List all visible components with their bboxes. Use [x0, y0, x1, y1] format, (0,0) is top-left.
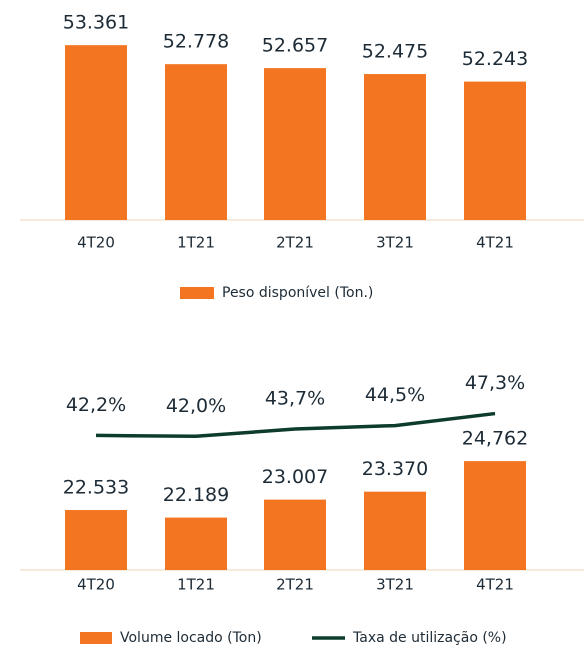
x-tick-label: 4T21 [476, 576, 514, 594]
bar [264, 499, 326, 570]
bar [165, 64, 227, 220]
value-label: 22.533 [63, 477, 129, 499]
value-label: 47,3% [465, 372, 525, 394]
bar [264, 68, 326, 220]
x-tick-label: 2T21 [276, 576, 314, 594]
legend-swatch [80, 632, 112, 644]
x-tick-label: 2T21 [276, 234, 314, 252]
value-label: 43,7% [265, 388, 325, 410]
value-label: 42,0% [166, 395, 226, 417]
x-tick-label: 4T20 [77, 234, 115, 252]
x-tick-label: 4T20 [77, 576, 115, 594]
bar [464, 461, 526, 570]
line [95, 411, 496, 439]
value-label: 52.778 [163, 31, 229, 53]
value-label: 22.189 [163, 484, 229, 506]
value-label: 23.370 [362, 458, 428, 480]
legend-label: Taxa de utilização (%) [352, 630, 507, 646]
value-label: 24,762 [462, 428, 528, 450]
legend-label: Peso disponível (Ton.) [222, 285, 373, 301]
value-label: 52.657 [262, 35, 328, 57]
x-tick-label: 1T21 [177, 576, 215, 594]
legend-label: Volume locado (Ton) [120, 630, 262, 646]
x-tick-label: 1T21 [177, 234, 215, 252]
bar [65, 510, 127, 570]
legend-swatch [180, 287, 214, 299]
value-label: 44,5% [365, 384, 425, 406]
bar [65, 45, 127, 220]
value-label: 42,2% [66, 394, 126, 416]
x-tick-label: 3T21 [376, 234, 414, 252]
bar [464, 81, 526, 221]
x-tick-label: 3T21 [376, 576, 414, 594]
value-label: 52.475 [362, 41, 428, 63]
bar [364, 491, 426, 570]
value-label: 53.361 [63, 12, 129, 34]
bar [165, 517, 227, 570]
bar [364, 74, 426, 221]
value-label: 23.007 [262, 466, 328, 488]
x-tick-label: 4T21 [476, 234, 514, 252]
value-label: 52.243 [462, 48, 528, 70]
